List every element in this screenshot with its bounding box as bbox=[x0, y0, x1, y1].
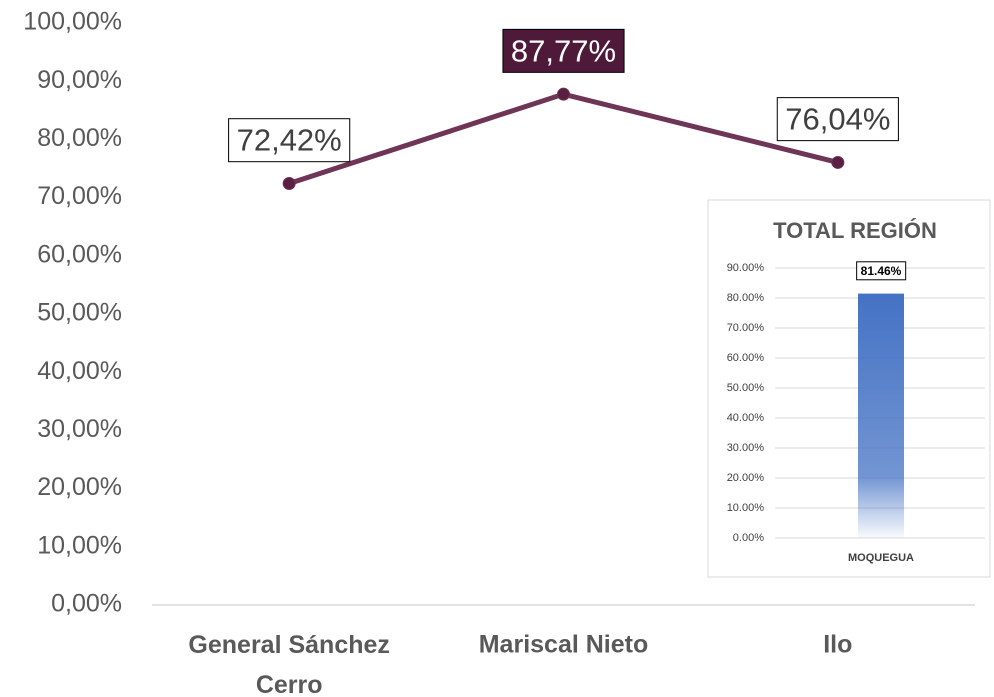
y-tick-label: 10,00% bbox=[37, 531, 122, 559]
x-tick-label-line: General Sánchez bbox=[188, 631, 389, 659]
x-tick-label-line: Cerro bbox=[256, 671, 323, 697]
data-label-box bbox=[228, 118, 351, 163]
y-tick-label: 60,00% bbox=[37, 240, 122, 268]
y-tick-label: 30.00% bbox=[727, 442, 765, 454]
x-tick-label: MOQUEGUA bbox=[848, 552, 914, 564]
data-label-box bbox=[502, 28, 625, 73]
y-tick-label: 20.00% bbox=[727, 472, 765, 484]
x-tick-label: Mariscal Nieto bbox=[479, 631, 649, 659]
y-tick-label: 40,00% bbox=[37, 357, 122, 385]
x-tick-label: General Sánchez Cerro bbox=[188, 631, 389, 697]
y-tick-label: 30,00% bbox=[37, 415, 122, 443]
y-tick-label: 90.00% bbox=[727, 262, 765, 274]
data-label: 76,04% bbox=[785, 102, 890, 137]
data-label: 81.46% bbox=[861, 264, 902, 278]
x-tick-label: Ilo bbox=[823, 631, 852, 659]
y-tick-label: 10.00% bbox=[727, 502, 765, 514]
data-label: 72,42% bbox=[237, 123, 342, 158]
y-tick-label: 70.00% bbox=[727, 322, 765, 334]
data-label-box bbox=[776, 97, 899, 142]
y-tick-label: 100,00% bbox=[23, 8, 122, 36]
y-tick-label: 80,00% bbox=[37, 124, 122, 152]
y-tick-label: 60.00% bbox=[727, 352, 765, 364]
y-tick-label: 0.00% bbox=[733, 532, 764, 544]
line bbox=[288, 91, 839, 186]
y-tick-label: 40.00% bbox=[727, 412, 765, 424]
point bbox=[831, 155, 845, 169]
y-tick-label: 0,00% bbox=[51, 590, 122, 618]
point bbox=[557, 87, 570, 101]
y-tick-label: 50.00% bbox=[727, 382, 765, 394]
y-tick-label: 20,00% bbox=[37, 473, 122, 501]
y-tick-label: 80.00% bbox=[727, 292, 765, 304]
y-tick-label: 70,00% bbox=[37, 182, 122, 210]
inset-title: TOTAL REGIÓN bbox=[773, 218, 937, 243]
bar bbox=[858, 293, 904, 538]
point bbox=[282, 177, 296, 191]
y-tick-label: 50,00% bbox=[37, 299, 122, 327]
data-label-box bbox=[856, 261, 907, 281]
y-tick-label: 90,00% bbox=[37, 66, 122, 94]
data-label: 87,77% bbox=[511, 33, 616, 68]
